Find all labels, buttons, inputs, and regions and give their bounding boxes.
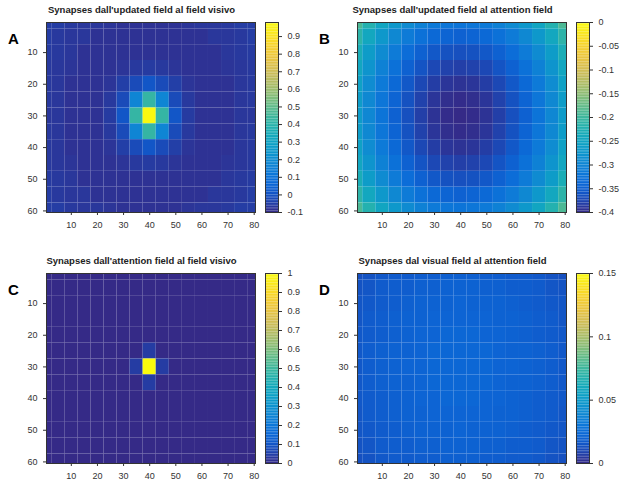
svg-text:50: 50 bbox=[338, 174, 348, 184]
svg-text:70: 70 bbox=[223, 471, 233, 481]
html-text:C: C bbox=[8, 281, 19, 298]
svg-text:50: 50 bbox=[482, 220, 492, 230]
svg-text:60: 60 bbox=[508, 220, 518, 230]
html-text:Synapses dall'attention field: Synapses dall'attention field al field v… bbox=[46, 255, 237, 266]
svg-text:0: 0 bbox=[288, 458, 293, 468]
svg-text:50: 50 bbox=[171, 471, 181, 481]
svg-text:30: 30 bbox=[27, 111, 37, 121]
svg-text:0.8: 0.8 bbox=[288, 49, 301, 59]
svg-text:30: 30 bbox=[27, 362, 37, 372]
svg-text:20: 20 bbox=[27, 330, 37, 340]
svg-text:0.1: 0.1 bbox=[288, 172, 301, 182]
svg-text:0.7: 0.7 bbox=[288, 325, 301, 335]
svg-text:-0.35: -0.35 bbox=[599, 184, 620, 194]
svg-text:-0.05: -0.05 bbox=[599, 41, 620, 51]
svg-text:40: 40 bbox=[27, 142, 37, 152]
svg-text:0.15: 0.15 bbox=[599, 268, 617, 278]
svg-text:70: 70 bbox=[534, 220, 544, 230]
svg-text:0.2: 0.2 bbox=[288, 155, 301, 165]
svg-text:30: 30 bbox=[119, 471, 129, 481]
svg-text:40: 40 bbox=[338, 142, 348, 152]
html-text:Synapses dal visual field al a: Synapses dal visual field al attention f… bbox=[358, 255, 547, 266]
svg-text:50: 50 bbox=[27, 425, 37, 435]
svg-text:-0.25: -0.25 bbox=[599, 136, 620, 146]
svg-text:0.1: 0.1 bbox=[288, 439, 301, 449]
svg-text:0.9: 0.9 bbox=[288, 287, 301, 297]
svg-text:30: 30 bbox=[430, 220, 440, 230]
svg-text:0: 0 bbox=[599, 17, 604, 27]
svg-text:80: 80 bbox=[249, 220, 259, 230]
svg-text:30: 30 bbox=[338, 111, 348, 121]
svg-text:0.5: 0.5 bbox=[288, 102, 301, 112]
svg-text:-0.4: -0.4 bbox=[599, 207, 615, 217]
svg-text:0.2: 0.2 bbox=[288, 420, 301, 430]
svg-text:50: 50 bbox=[171, 220, 181, 230]
svg-text:20: 20 bbox=[92, 471, 102, 481]
svg-text:20: 20 bbox=[403, 471, 413, 481]
svg-text:-0.1: -0.1 bbox=[599, 65, 615, 75]
svg-text:50: 50 bbox=[27, 174, 37, 184]
svg-text:50: 50 bbox=[482, 471, 492, 481]
svg-text:0.4: 0.4 bbox=[288, 382, 301, 392]
svg-text:80: 80 bbox=[560, 471, 570, 481]
svg-text:60: 60 bbox=[338, 206, 348, 216]
svg-text:70: 70 bbox=[223, 220, 233, 230]
svg-text:10: 10 bbox=[27, 47, 37, 57]
svg-text:0.3: 0.3 bbox=[288, 137, 301, 147]
svg-text:40: 40 bbox=[338, 393, 348, 403]
svg-text:40: 40 bbox=[456, 471, 466, 481]
svg-text:60: 60 bbox=[27, 457, 37, 467]
svg-text:30: 30 bbox=[430, 471, 440, 481]
svg-text:60: 60 bbox=[338, 457, 348, 467]
svg-text:0: 0 bbox=[288, 190, 293, 200]
html-text:A: A bbox=[8, 30, 19, 47]
svg-text:10: 10 bbox=[377, 220, 387, 230]
svg-text:70: 70 bbox=[534, 471, 544, 481]
svg-text:40: 40 bbox=[456, 220, 466, 230]
svg-text:60: 60 bbox=[197, 471, 207, 481]
svg-text:10: 10 bbox=[66, 220, 76, 230]
svg-text:10: 10 bbox=[27, 298, 37, 308]
html-text:B: B bbox=[319, 30, 330, 47]
svg-text:20: 20 bbox=[338, 79, 348, 89]
svg-text:0.7: 0.7 bbox=[288, 67, 301, 77]
svg-text:0.6: 0.6 bbox=[288, 84, 301, 94]
svg-text:20: 20 bbox=[27, 79, 37, 89]
svg-text:-0.3: -0.3 bbox=[599, 160, 615, 170]
svg-text:20: 20 bbox=[338, 330, 348, 340]
svg-text:0.1: 0.1 bbox=[599, 332, 612, 342]
svg-text:60: 60 bbox=[197, 220, 207, 230]
svg-text:0.6: 0.6 bbox=[288, 344, 301, 354]
svg-text:-0.2: -0.2 bbox=[599, 112, 615, 122]
svg-text:0.4: 0.4 bbox=[288, 119, 301, 129]
svg-text:50: 50 bbox=[338, 425, 348, 435]
svg-text:40: 40 bbox=[27, 393, 37, 403]
svg-text:-0.15: -0.15 bbox=[599, 89, 620, 99]
svg-text:10: 10 bbox=[338, 298, 348, 308]
html-text:Synapses dall'updated field al: Synapses dall'updated field al attention… bbox=[352, 4, 553, 15]
svg-text:10: 10 bbox=[377, 471, 387, 481]
svg-text:0: 0 bbox=[599, 458, 604, 468]
svg-text:0.9: 0.9 bbox=[288, 31, 301, 41]
svg-text:10: 10 bbox=[338, 47, 348, 57]
svg-text:0.8: 0.8 bbox=[288, 306, 301, 316]
svg-text:60: 60 bbox=[27, 206, 37, 216]
svg-text:20: 20 bbox=[403, 220, 413, 230]
html-text:D: D bbox=[319, 281, 330, 298]
svg-text:60: 60 bbox=[508, 471, 518, 481]
svg-text:80: 80 bbox=[249, 471, 259, 481]
svg-text:0.5: 0.5 bbox=[288, 363, 301, 373]
svg-text:30: 30 bbox=[119, 220, 129, 230]
svg-text:-0.1: -0.1 bbox=[288, 207, 304, 217]
svg-text:40: 40 bbox=[145, 471, 155, 481]
svg-text:0.05: 0.05 bbox=[599, 395, 617, 405]
svg-text:40: 40 bbox=[145, 220, 155, 230]
svg-text:30: 30 bbox=[338, 362, 348, 372]
svg-text:80: 80 bbox=[560, 220, 570, 230]
svg-text:20: 20 bbox=[92, 220, 102, 230]
svg-text:0.3: 0.3 bbox=[288, 401, 301, 411]
svg-text:1: 1 bbox=[288, 268, 293, 278]
html-text:Synapses dall'updated field al: Synapses dall'updated field al field vis… bbox=[48, 4, 235, 15]
svg-text:10: 10 bbox=[66, 471, 76, 481]
